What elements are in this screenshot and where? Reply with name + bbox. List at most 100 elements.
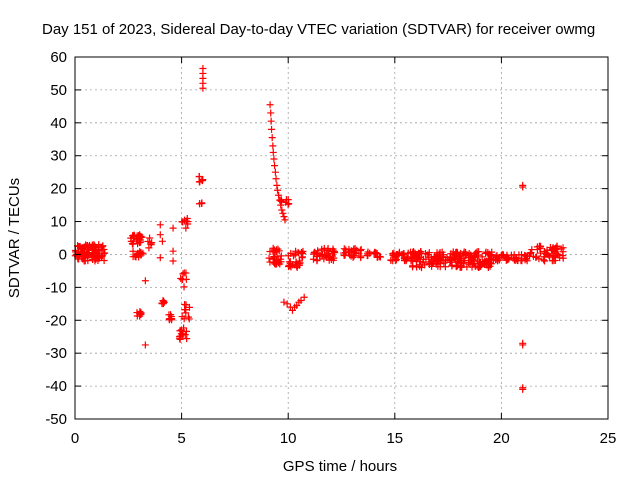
data-point: [550, 247, 558, 255]
data-point: [519, 183, 527, 191]
data-point: [419, 259, 427, 267]
data-point: [88, 241, 96, 249]
data-point: [199, 84, 207, 92]
data-point: [504, 256, 512, 264]
data-point: [271, 168, 279, 176]
data-point: [271, 162, 279, 170]
data-point: [273, 252, 281, 260]
data-point: [100, 257, 108, 265]
grid-lines: [75, 57, 608, 419]
y-tick-label: -20: [45, 312, 67, 329]
data-point: [273, 181, 281, 189]
y-axis-label: SDTVAR / TECUs: [6, 178, 23, 298]
data-point: [276, 196, 284, 204]
data-point: [286, 262, 294, 270]
data-point: [169, 257, 177, 265]
data-point: [272, 175, 280, 183]
data-point: [422, 255, 430, 263]
data-point: [100, 246, 108, 254]
data-point: [300, 293, 308, 301]
data-point: [274, 186, 282, 194]
y-tick-label: 10: [50, 214, 67, 231]
data-point: [269, 148, 277, 156]
data-point: [97, 253, 105, 261]
data-point: [316, 251, 324, 259]
data-point: [156, 254, 164, 262]
y-tick-label: 40: [50, 115, 67, 132]
data-point: [272, 260, 280, 268]
data-point: [269, 255, 277, 263]
data-point: [364, 251, 372, 259]
data-point: [453, 248, 461, 256]
data-point: [182, 275, 190, 283]
data-point: [141, 277, 149, 285]
data-point: [279, 209, 287, 217]
data-point: [458, 263, 466, 271]
data-point: [268, 125, 276, 133]
data-point: [392, 256, 400, 264]
data-point: [392, 257, 400, 265]
data-point: [519, 341, 527, 349]
data-point: [448, 258, 456, 266]
x-axis-label: GPS time / hours: [283, 458, 397, 475]
data-point: [340, 245, 348, 253]
data-point: [493, 253, 501, 261]
data-point: [417, 248, 425, 256]
data-point: [99, 252, 107, 260]
y-tick-label: 20: [50, 181, 67, 198]
data-point: [185, 303, 193, 311]
data-point: [292, 258, 300, 266]
data-point: [373, 249, 381, 257]
data-point: [282, 198, 290, 206]
data-point: [456, 255, 464, 263]
data-point: [482, 260, 490, 268]
data-point: [133, 312, 141, 320]
data-point: [280, 298, 288, 306]
data-point: [198, 199, 206, 207]
data-point: [330, 248, 338, 256]
y-tick-label: 60: [50, 49, 67, 66]
data-point: [169, 247, 177, 255]
data-point: [310, 249, 318, 257]
data-point: [523, 257, 531, 265]
data-point: [99, 242, 107, 250]
data-point: [265, 254, 273, 262]
data-point: [280, 213, 288, 221]
data-point: [270, 155, 278, 163]
data-point: [266, 101, 274, 109]
data-point: [148, 239, 156, 247]
data-point: [535, 255, 543, 263]
data-point: [199, 176, 207, 184]
y-tick-label: 50: [50, 82, 67, 99]
data-point: [289, 252, 297, 260]
data-point: [180, 315, 188, 323]
data-point: [320, 244, 328, 252]
data-point: [146, 234, 154, 242]
data-point: [134, 232, 142, 240]
data-point: [178, 218, 186, 226]
data-point: [176, 335, 184, 343]
data-point: [412, 262, 420, 270]
data-point: [427, 253, 435, 261]
data-point: [94, 257, 102, 265]
data-point: [159, 300, 167, 308]
data-point: [533, 246, 541, 254]
data-point: [413, 255, 421, 263]
data-point: [529, 252, 537, 260]
data-point: [486, 259, 494, 267]
data-point: [283, 300, 291, 308]
data-point: [510, 251, 518, 259]
data-point: [129, 240, 137, 248]
y-tick-label: -50: [45, 411, 67, 428]
data-point: [357, 245, 365, 253]
data-point: [550, 257, 558, 265]
data-point: [277, 255, 285, 263]
data-point: [475, 258, 483, 266]
data-point: [183, 335, 191, 343]
data-point: [169, 224, 177, 232]
data-point: [309, 255, 317, 263]
data-point: [428, 262, 436, 270]
data-point: [136, 249, 144, 257]
data-point: [277, 201, 285, 209]
data-point: [452, 256, 460, 264]
